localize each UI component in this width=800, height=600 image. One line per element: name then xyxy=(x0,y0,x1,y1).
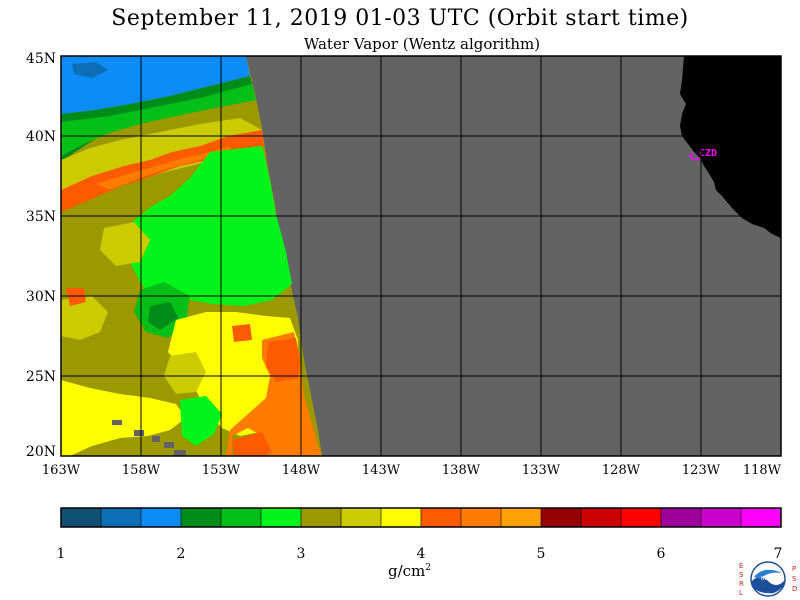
colorbar-swatch xyxy=(421,508,462,527)
colorbar-units: g/cm2 xyxy=(388,562,431,580)
vapor-green-band xyxy=(61,84,256,156)
colorbar-swatch xyxy=(61,508,102,527)
colorbar-tick-label: 5 xyxy=(537,546,546,562)
logo-letter: L xyxy=(739,589,743,597)
station-label: CZD xyxy=(699,148,717,159)
lon-label: 163W xyxy=(42,463,81,478)
lon-label: 123W xyxy=(682,463,721,478)
vapor-darkgreen-spot xyxy=(148,302,178,330)
logo-letter: S xyxy=(792,575,797,583)
vapor-lightolive-patch-1 xyxy=(61,296,108,340)
lon-label: 118W xyxy=(743,463,782,478)
logo-letter: P xyxy=(792,565,796,573)
vapor-orange-core xyxy=(96,146,230,190)
vapor-yellow-west xyxy=(61,380,186,456)
vapor-blue-north xyxy=(61,56,250,114)
colorbar-swatch xyxy=(141,508,182,527)
colorbar-swatch xyxy=(621,508,662,527)
logo-letter: R xyxy=(739,580,744,588)
island xyxy=(134,430,144,436)
land-north-america xyxy=(680,56,781,238)
colorbar-swatch xyxy=(461,508,502,527)
colorbar-tick-label: 1 xyxy=(57,546,66,562)
logo-letter: D xyxy=(792,585,797,593)
island xyxy=(164,442,174,448)
vapor-lightolive-patch-3 xyxy=(164,352,206,394)
vapor-midblue-spot xyxy=(72,62,108,78)
colorbar-tick-label: 6 xyxy=(657,546,666,562)
map-title: September 11, 2019 01-03 UTC (Orbit star… xyxy=(111,6,689,31)
colorbar-swatch xyxy=(701,508,742,527)
vapor-orange-spot-mid xyxy=(232,324,252,342)
colorbar-swatch xyxy=(541,508,582,527)
lat-label: 30N xyxy=(26,289,56,305)
noaa-esrl-psd-logo: E S R L P S D NOAA xyxy=(739,561,797,597)
colorbar-tick-label: 2 xyxy=(177,546,186,562)
colorbar-swatch xyxy=(221,508,262,527)
lon-label: 133W xyxy=(522,463,561,478)
colorbar-ticks: 1 2 3 4 5 6 7 xyxy=(57,546,783,562)
vapor-redorange-east xyxy=(266,338,300,382)
lon-label: 158W xyxy=(122,463,161,478)
vapor-orange-spot-west xyxy=(66,288,86,306)
lat-label: 25N xyxy=(26,369,56,385)
map-subtitle: Water Vapor (Wentz algorithm) xyxy=(303,35,541,53)
colorbar-swatch xyxy=(261,508,302,527)
lat-label: 20N xyxy=(26,444,56,460)
longitude-axis: 163W 158W 153W 148W 143W 138W 133W 128W … xyxy=(42,463,782,478)
colorbar-swatch xyxy=(181,508,222,527)
colorbar-swatch xyxy=(341,508,382,527)
lon-label: 153W xyxy=(202,463,241,478)
island xyxy=(174,450,186,456)
lon-label: 143W xyxy=(362,463,401,478)
vapor-green-tongue xyxy=(180,396,222,446)
colorbar-tick-label: 3 xyxy=(297,546,306,562)
units-exponent: 2 xyxy=(425,563,432,573)
colorbar-tick-label: 4 xyxy=(417,546,426,562)
lon-label: 138W xyxy=(442,463,481,478)
vapor-redorange-south xyxy=(232,432,272,456)
logo-letter: E xyxy=(739,562,743,570)
colorbar-swatch xyxy=(501,508,542,527)
lat-label: 40N xyxy=(26,129,56,145)
colorbar-swatch xyxy=(661,508,702,527)
colorbar-swatch xyxy=(381,508,422,527)
lat-label: 35N xyxy=(26,209,56,225)
map-plot-area: CZD xyxy=(61,56,781,456)
island xyxy=(152,436,160,442)
noaa-emblem-text: NOAA xyxy=(761,576,776,582)
vapor-brightgreen-mid xyxy=(120,146,292,306)
colorbar-tick-label: 7 xyxy=(774,546,783,562)
colorbar-swatch xyxy=(581,508,622,527)
vapor-lightolive-patch-2 xyxy=(100,222,150,266)
colorbar-swatch xyxy=(301,508,342,527)
noaa-emblem-bird xyxy=(754,569,782,579)
colorbar xyxy=(60,507,782,528)
lat-label: 45N xyxy=(26,51,56,67)
map-frame xyxy=(60,55,782,457)
vapor-field xyxy=(61,56,322,456)
colorbar-swatch xyxy=(101,508,142,527)
graticule xyxy=(61,56,781,456)
island xyxy=(112,420,122,425)
station-marker xyxy=(688,151,701,161)
noaa-emblem-wave xyxy=(752,577,784,594)
latitude-axis: 45N 40N 35N 30N 25N 20N xyxy=(26,51,56,460)
lon-label: 128W xyxy=(602,463,641,478)
colorbar-swatch xyxy=(741,508,782,527)
vapor-orange-plume xyxy=(61,130,264,212)
units-text: g/cm xyxy=(388,562,426,580)
logo-letter: S xyxy=(739,571,744,579)
lon-label: 148W xyxy=(282,463,321,478)
